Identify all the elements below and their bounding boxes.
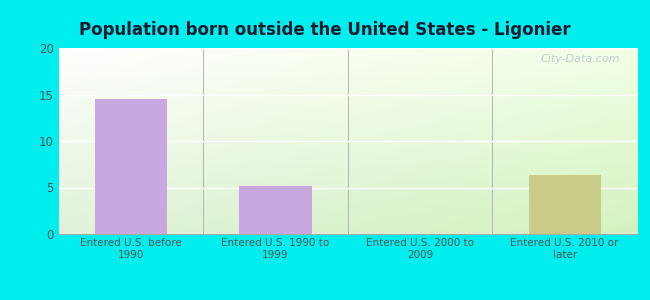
Bar bbox=[95, 99, 167, 234]
Bar bbox=[528, 176, 601, 234]
Text: City-Data.com: City-Data.com bbox=[540, 54, 619, 64]
Bar bbox=[239, 186, 311, 234]
Text: Population born outside the United States - Ligonier: Population born outside the United State… bbox=[79, 21, 571, 39]
